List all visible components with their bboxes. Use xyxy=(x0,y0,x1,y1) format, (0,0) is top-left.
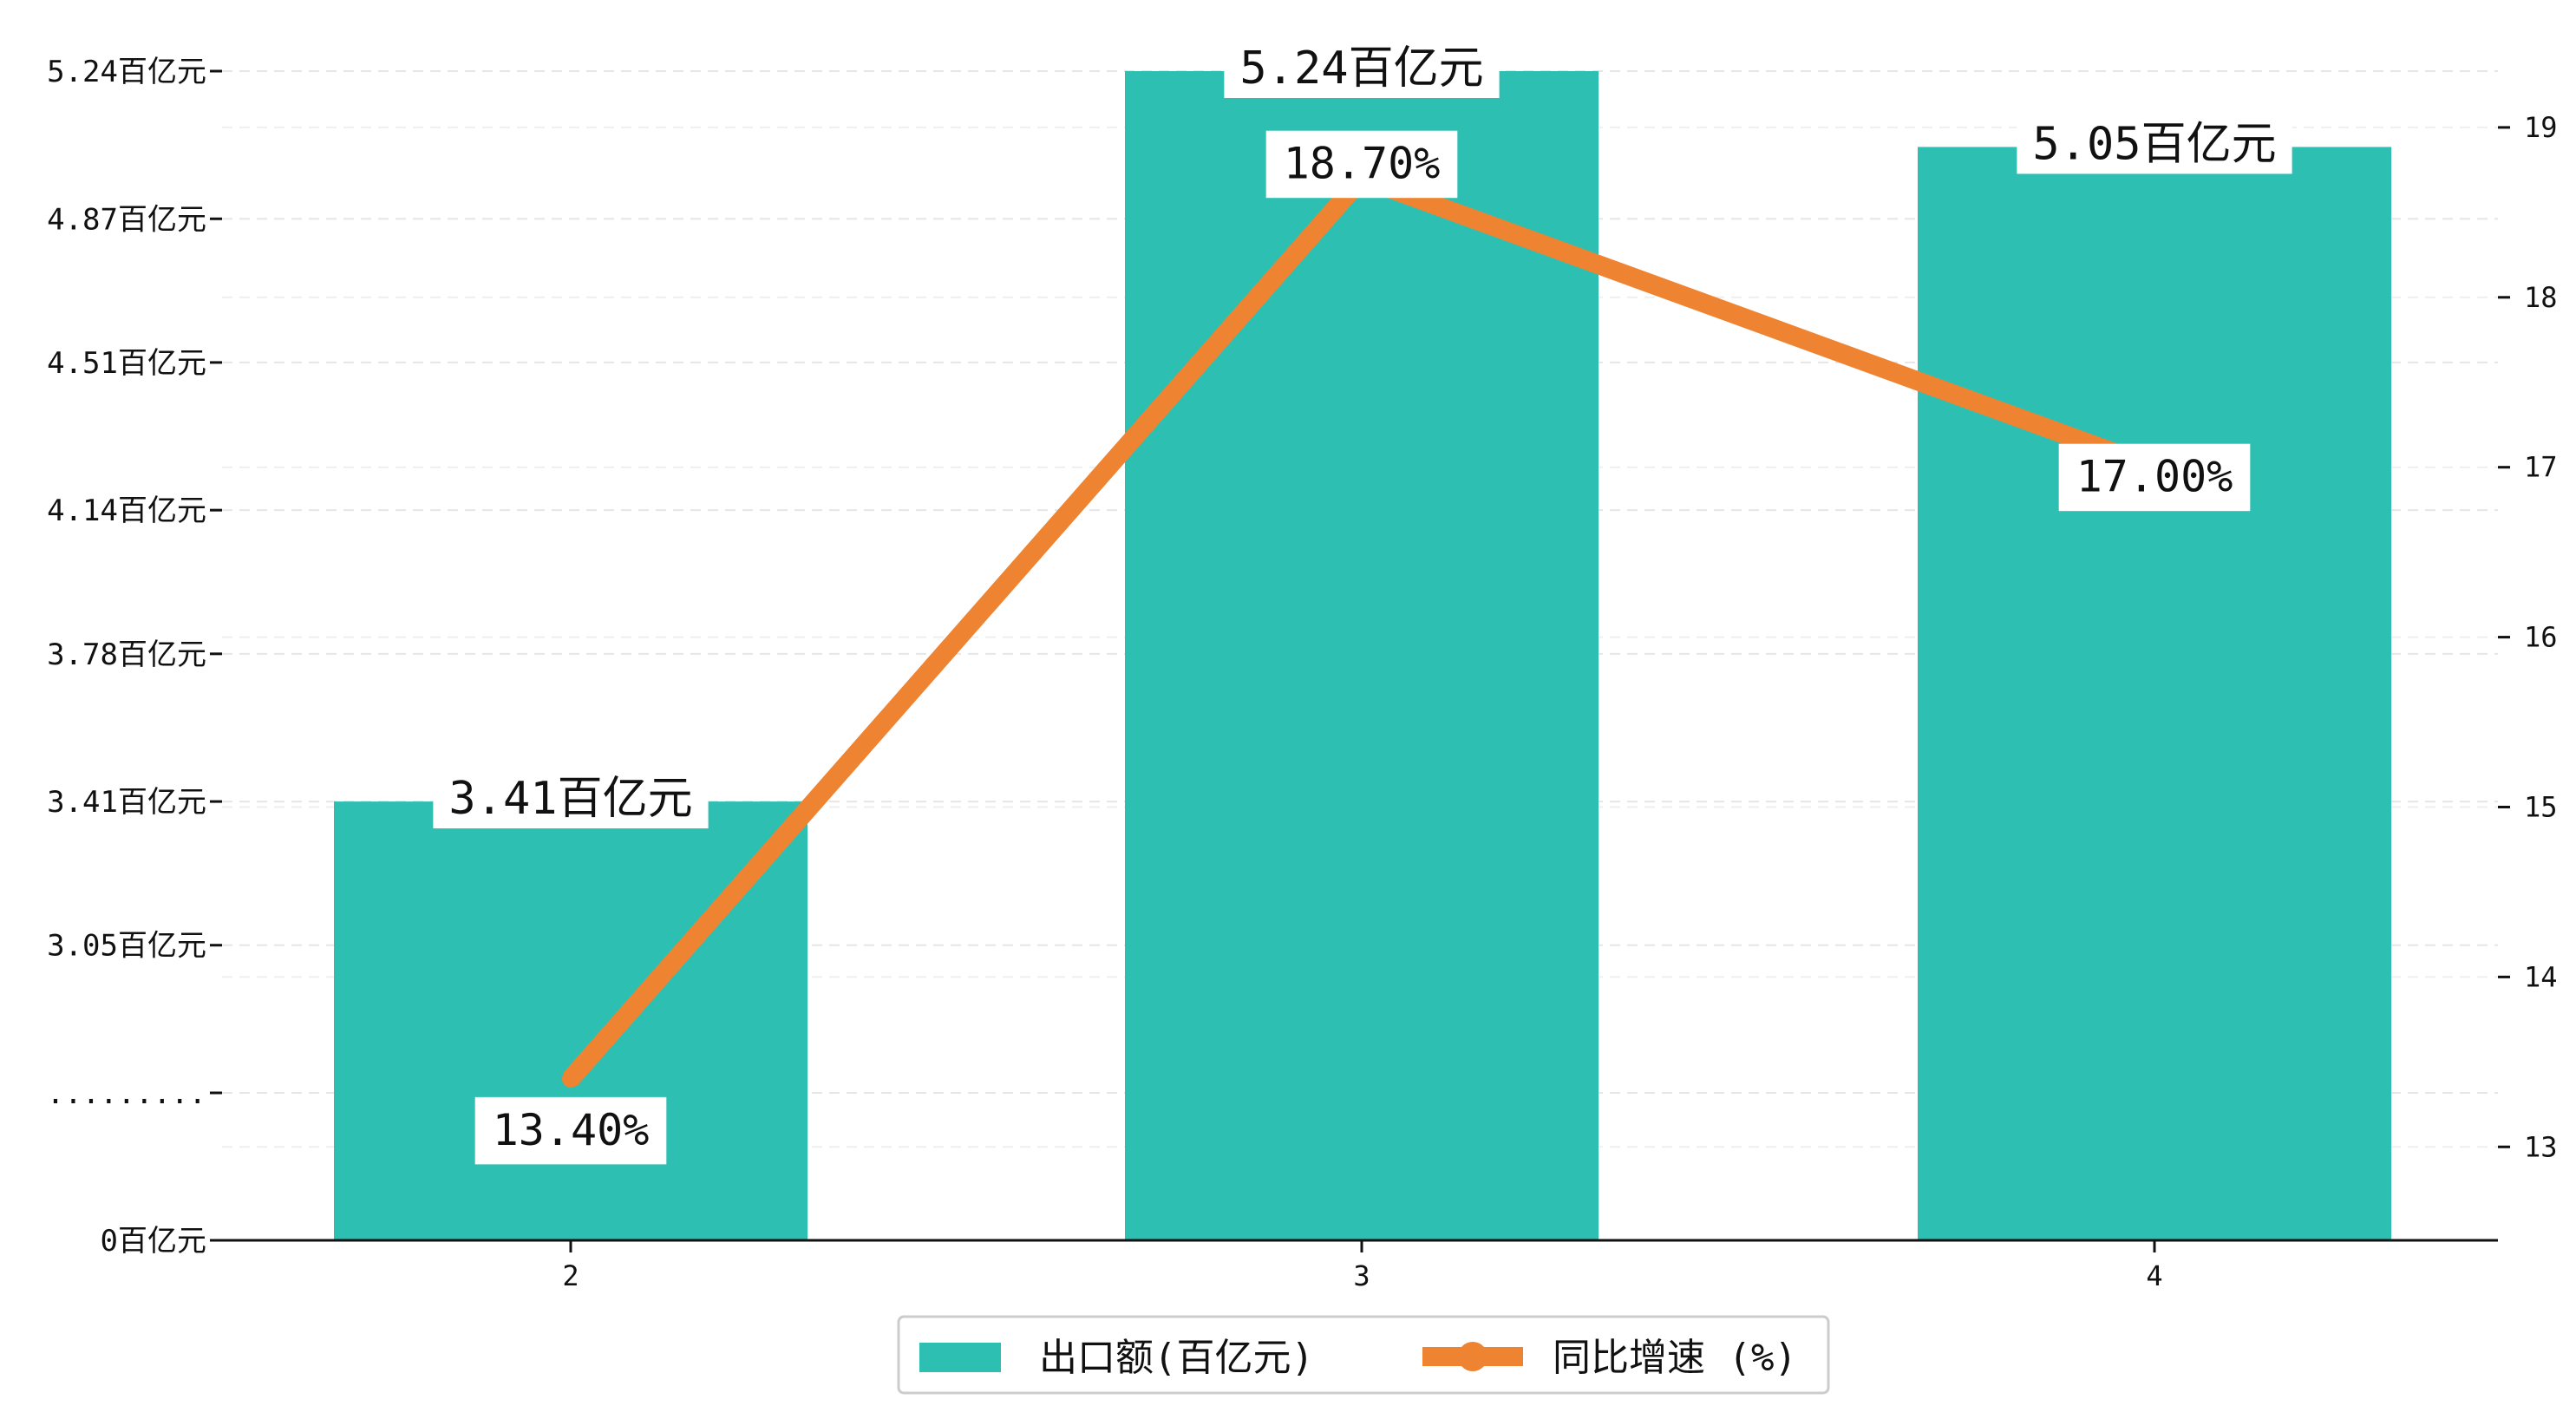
legend-swatch-bar xyxy=(919,1343,1001,1372)
x-tick-label-4: 4 xyxy=(2146,1259,2162,1292)
bar-value-label-4: 5.05百亿元 xyxy=(2032,118,2276,170)
left-tick-label-6: 4.51百亿元 xyxy=(47,346,206,381)
left-tick-label-5: 4.14百亿元 xyxy=(47,494,206,528)
bar-4 xyxy=(1918,147,2391,1240)
bar-value-label-2: 3.41百亿元 xyxy=(448,773,692,825)
right-tick-label-3: 16 xyxy=(2524,621,2558,654)
legend-label-line: 同比增速 (%) xyxy=(1553,1336,1797,1380)
right-tick-label-6: 19 xyxy=(2524,111,2558,144)
legend-marker-line xyxy=(1458,1342,1487,1371)
axis-layer: 0百亿元......... 3.05百亿元 3.41百亿元 3.78百亿元 4.14百亿… xyxy=(47,55,2558,1292)
growth-point-2 xyxy=(562,1069,579,1088)
growth-value-label-3: 18.70% xyxy=(1284,139,1441,189)
right-tick-label-4: 17 xyxy=(2524,451,2558,484)
bar-2 xyxy=(334,801,807,1240)
growth-value-label-2: 13.40% xyxy=(493,1105,650,1155)
growth-value-label-4-box xyxy=(2058,443,2251,512)
x-tick-label-2: 2 xyxy=(562,1259,579,1292)
left-tick-label-1: ......... xyxy=(47,1076,206,1111)
left-tick-label-2: 3.05百亿元 xyxy=(47,929,206,964)
growth-value-label-3-box xyxy=(1265,130,1458,199)
growth-value-label-4: 17.00% xyxy=(2076,452,2233,502)
right-tick-label-2: 15 xyxy=(2524,790,2558,823)
left-tick-label-0: 0百亿元 xyxy=(101,1224,206,1259)
left-tick-label-7: 4.87百亿元 xyxy=(47,202,206,237)
bar-value-label-4-box xyxy=(2017,114,2292,174)
bar-layer xyxy=(334,71,2391,1240)
bar-value-label-2-box xyxy=(433,769,709,829)
left-tick-label-4: 3.78百亿元 xyxy=(47,638,206,672)
growth-value-label-2-box xyxy=(474,1096,667,1165)
label-layer: 3.41百亿元 5.24百亿元 5.05百亿元 13.40% 18.70% 17.00% xyxy=(433,39,2292,1165)
left-tick-label-3: 3.41百亿元 xyxy=(47,785,206,820)
right-tick-label-1: 14 xyxy=(2524,960,2558,993)
bar-value-label-3: 5.24百亿元 xyxy=(1239,43,1483,95)
legend-label-bar: 出口额(百亿元) xyxy=(1039,1336,1314,1380)
right-tick-label-0: 13 xyxy=(2524,1130,2558,1163)
legend-box xyxy=(897,1315,1830,1395)
legend: 出口额(百亿元) 同比增速 (%) xyxy=(897,1315,1830,1395)
x-tick-label-3: 3 xyxy=(1353,1259,1370,1292)
right-tick-label-5: 18 xyxy=(2524,281,2558,314)
left-tick-label-8: 5.24百亿元 xyxy=(47,55,206,89)
bar-value-label-3-box xyxy=(1224,39,1500,99)
bar-3 xyxy=(1125,71,1599,1240)
